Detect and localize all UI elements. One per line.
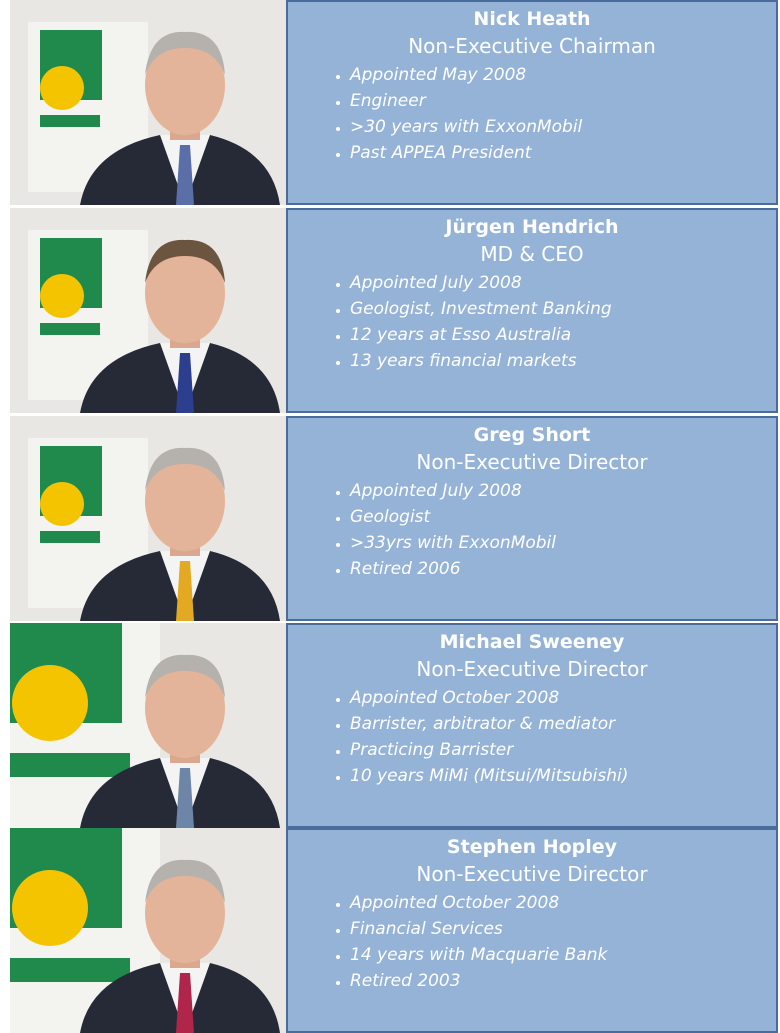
- face: [145, 35, 225, 135]
- member-panel: Nick Heath Non-Executive Chairman Appointe…: [286, 0, 778, 205]
- member-panel: Michael Sweeney Non-Executive Director App…: [286, 623, 778, 828]
- member-name: Jürgen Hendrich: [445, 216, 619, 238]
- hair: [145, 447, 225, 491]
- member-point: Engineer: [350, 88, 776, 114]
- photo-art: [10, 623, 286, 828]
- member-row: Nick Heath Non-Executive Chairman Appointe…: [0, 0, 780, 205]
- member-point: 14 years with Macquarie Bank: [350, 942, 776, 968]
- member-photo: [10, 828, 286, 1033]
- member-photo: [10, 208, 286, 413]
- member-points: Appointed October 2008Financial Services…: [288, 890, 776, 994]
- logo-sun: [40, 482, 84, 526]
- hair: [145, 654, 225, 698]
- member-point: 10 years MiMi (Mitsui/Mitsubishi): [350, 763, 776, 789]
- member-row: Jürgen Hendrich MD & CEO Appointed July 20…: [0, 208, 780, 413]
- member-name: Greg Short: [473, 424, 591, 446]
- member-point: Barrister, arbitrator & mediator: [350, 711, 776, 737]
- member-point: Appointed October 2008: [350, 890, 776, 916]
- member-point: Past APPEA President: [350, 140, 776, 166]
- face: [145, 451, 225, 551]
- logo-bar: [40, 531, 100, 543]
- member-role: Non-Executive Director: [416, 450, 648, 474]
- logo-bar: [10, 753, 130, 777]
- face: [145, 863, 225, 963]
- member-name: Michael Sweeney: [439, 631, 625, 653]
- member-point: Retired 2006: [350, 556, 776, 582]
- member-photo: [10, 0, 286, 205]
- member-point: Practicing Barrister: [350, 737, 776, 763]
- photo-art: [10, 208, 286, 413]
- member-photo: [10, 623, 286, 828]
- tie: [176, 561, 194, 621]
- member-role: Non-Executive Director: [416, 862, 648, 886]
- member-row: Greg Short Non-Executive Director Appointe…: [0, 416, 780, 621]
- logo-bar: [40, 115, 100, 127]
- member-role: Non-Executive Chairman: [408, 34, 656, 58]
- logo-sun: [12, 665, 88, 741]
- member-photo: [10, 416, 286, 621]
- member-point: Appointed July 2008: [350, 270, 776, 296]
- logo-sun: [40, 274, 84, 318]
- logo-bar: [40, 323, 100, 335]
- member-name: Nick Heath: [473, 8, 591, 30]
- photo-art: [10, 416, 286, 621]
- member-point: Retired 2003: [350, 968, 776, 994]
- member-points: Appointed July 2008Geologist, Investment…: [288, 270, 776, 374]
- member-point: Geologist, Investment Banking: [350, 296, 776, 322]
- member-role: Non-Executive Director: [416, 657, 648, 681]
- member-point: >30 years with ExxonMobil: [350, 114, 776, 140]
- member-point: Appointed October 2008: [350, 685, 776, 711]
- member-points: Appointed May 2008Engineer>30 years with…: [288, 62, 776, 166]
- member-point: Appointed July 2008: [350, 478, 776, 504]
- face: [145, 243, 225, 343]
- member-point: Financial Services: [350, 916, 776, 942]
- member-points: Appointed October 2008Barrister, arbitra…: [288, 685, 776, 789]
- logo-sun: [12, 870, 88, 946]
- member-point: Geologist: [350, 504, 776, 530]
- tie: [176, 353, 194, 413]
- member-point: Appointed May 2008: [350, 62, 776, 88]
- photo-art: [10, 828, 286, 1033]
- member-row: Michael Sweeney Non-Executive Director App…: [0, 623, 780, 828]
- member-panel: Jürgen Hendrich MD & CEO Appointed July 20…: [286, 208, 778, 413]
- photo-art: [10, 0, 286, 205]
- tie: [176, 768, 194, 828]
- member-row: Stephen Hopley Non-Executive Director Appo…: [0, 828, 780, 1033]
- member-point: 12 years at Esso Australia: [350, 322, 776, 348]
- member-points: Appointed July 2008Geologist>33yrs with …: [288, 478, 776, 582]
- face: [145, 658, 225, 758]
- hair: [145, 239, 225, 283]
- member-point: >33yrs with ExxonMobil: [350, 530, 776, 556]
- member-name: Stephen Hopley: [446, 836, 618, 858]
- member-point: 13 years financial markets: [350, 348, 776, 374]
- logo-bar: [10, 958, 130, 982]
- member-role: MD & CEO: [480, 242, 584, 266]
- tie: [176, 145, 194, 205]
- logo-sun: [40, 66, 84, 110]
- member-panel: Greg Short Non-Executive Director Appointe…: [286, 416, 778, 621]
- tie: [176, 973, 194, 1033]
- hair: [145, 859, 225, 903]
- hair: [145, 31, 225, 75]
- member-panel: Stephen Hopley Non-Executive Director Appo…: [286, 828, 778, 1033]
